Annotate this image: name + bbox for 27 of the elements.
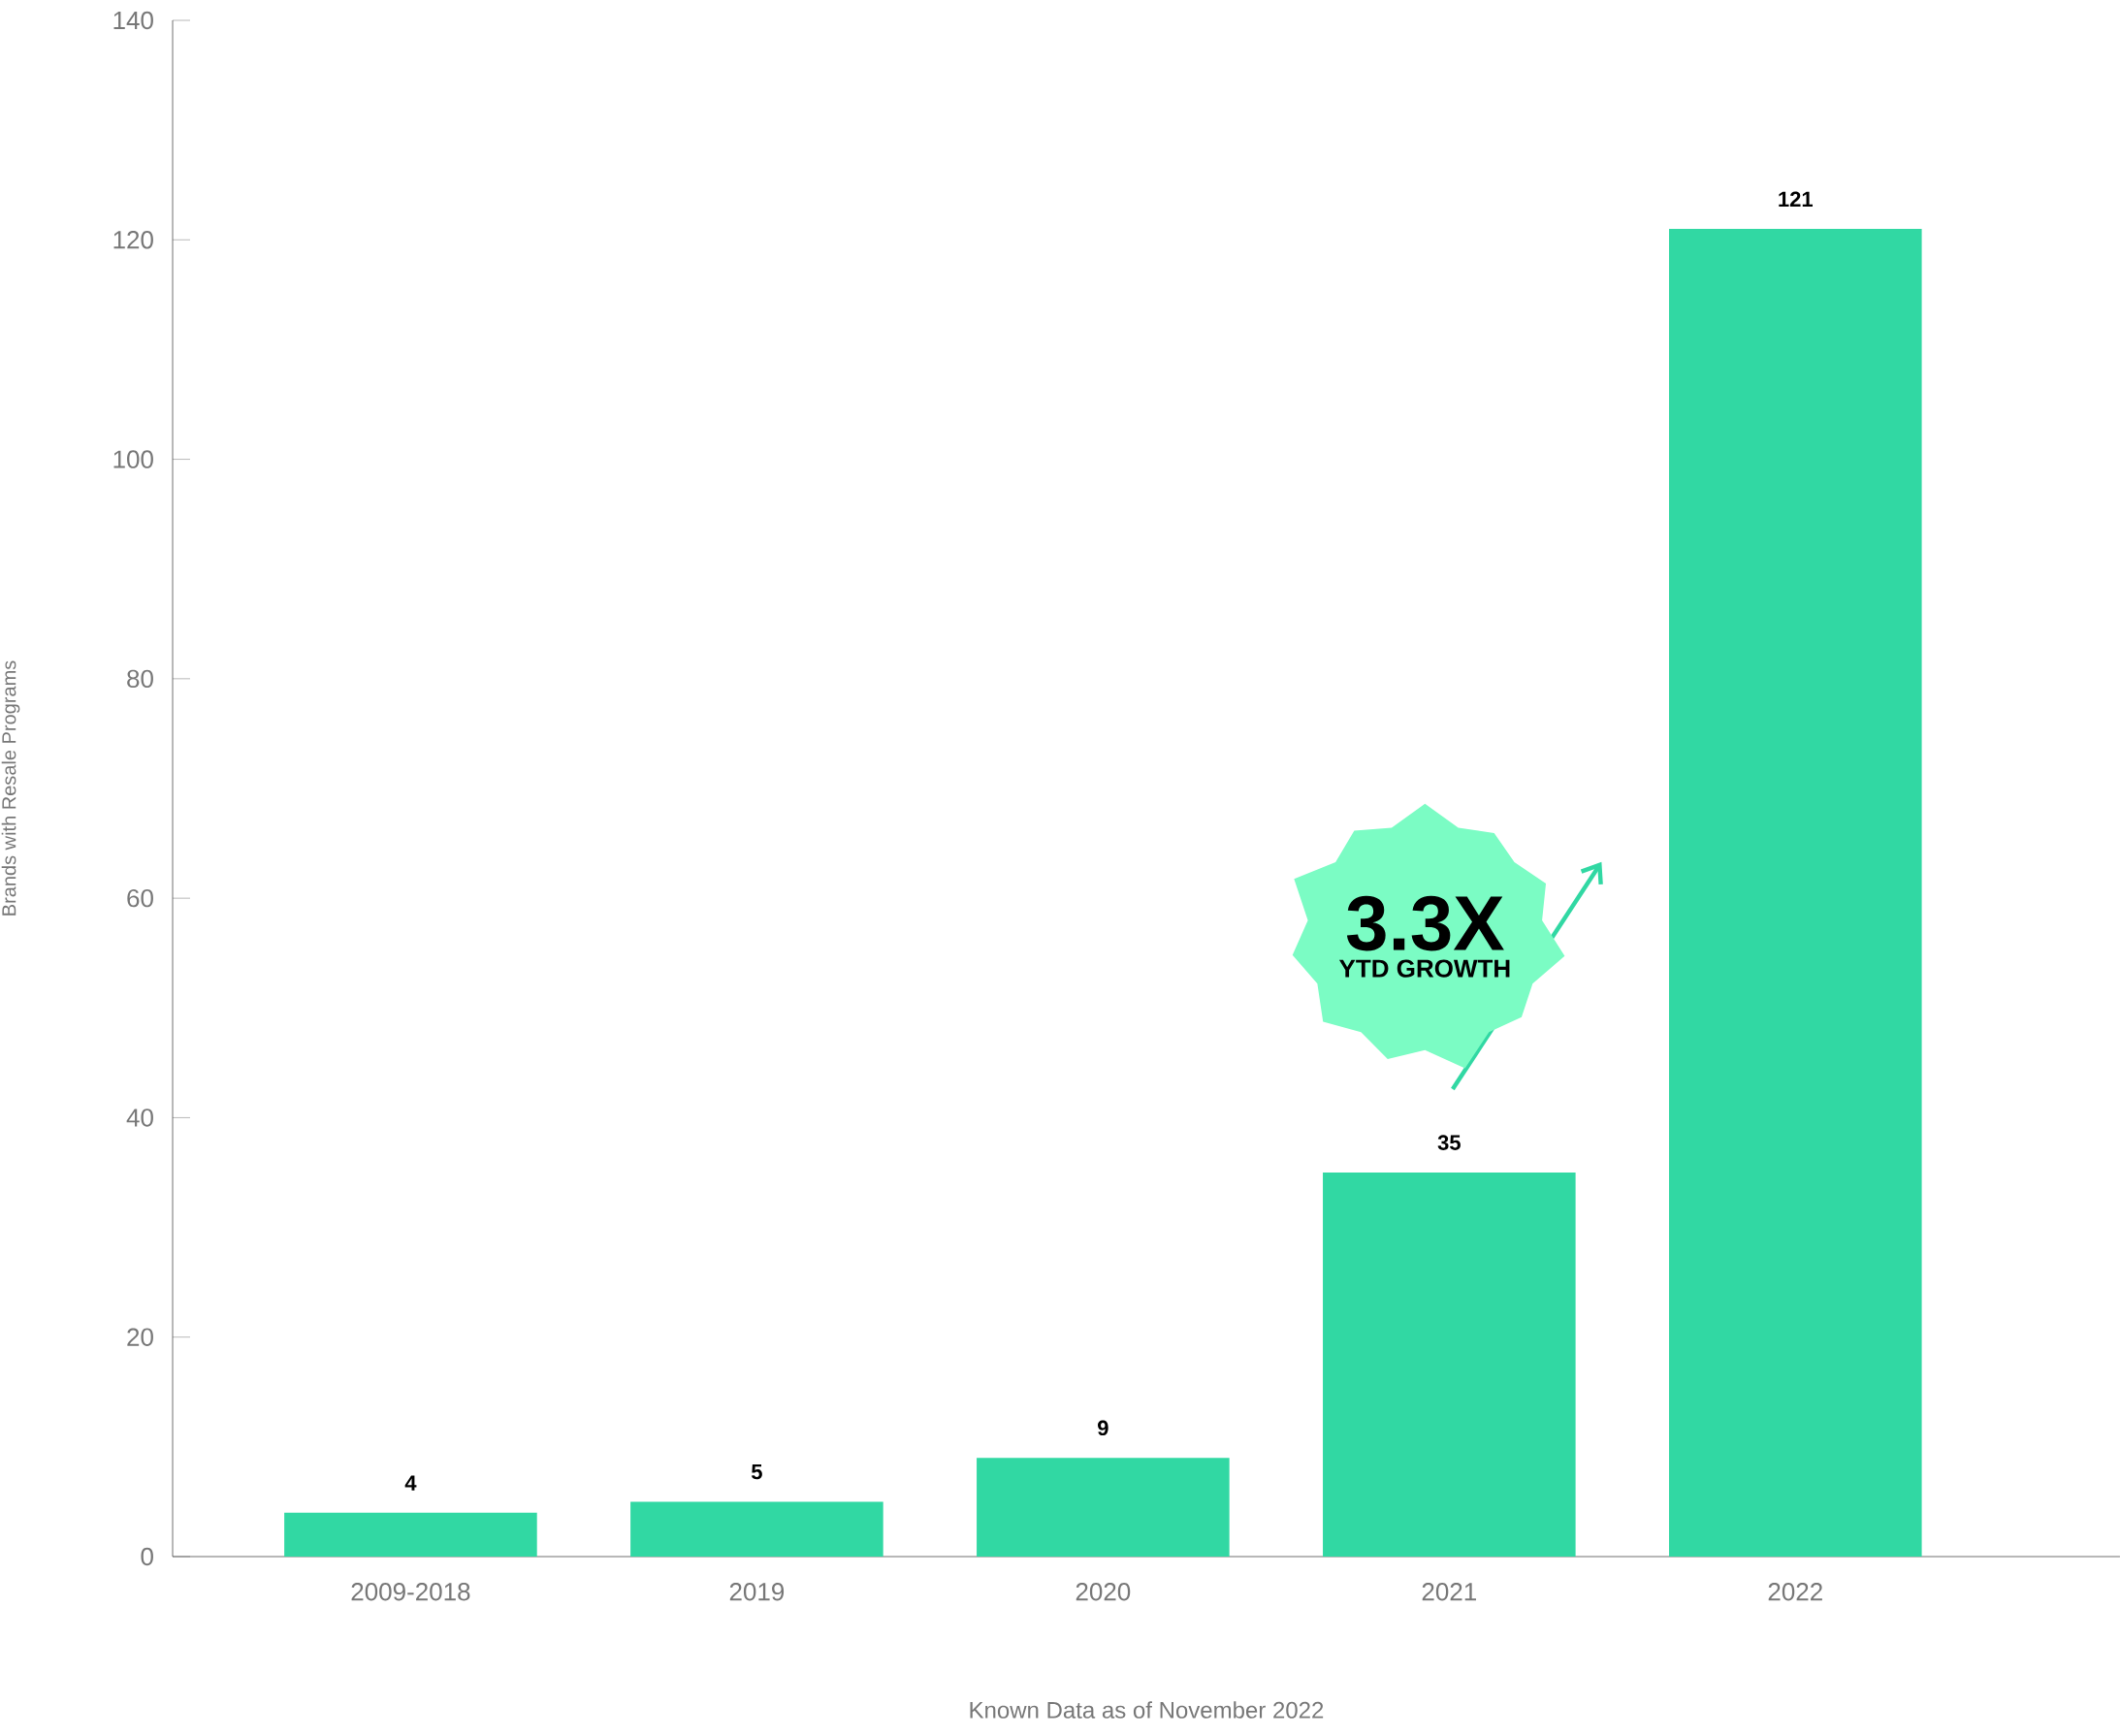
annotation: 3.3X [1346,895,1504,951]
y-tick-label: 80 [127,669,153,689]
data-label: 35 [1437,1135,1461,1150]
x-tick-label: 2021 [1422,1583,1476,1601]
bar [977,1458,1230,1558]
bar [284,1512,537,1558]
data-label: 5 [751,1464,762,1480]
y-tick-label: 100 [113,450,153,468]
x-tick-label: 2019 [729,1583,785,1601]
y-tick-label: 120 [113,231,153,249]
data-label: 121 [1779,191,1814,207]
x-tick-label: 2009-2018 [351,1583,470,1601]
bar [1669,228,1922,1558]
y-tick-label: 0 [141,1547,153,1566]
bar [1323,1173,1576,1558]
data-label: 4 [404,1475,417,1491]
data-label: 9 [1097,1420,1108,1436]
bar [630,1501,883,1558]
y-tick-label: 40 [126,1109,153,1127]
y-tick-label: 20 [127,1328,153,1346]
x-tick-label: 2022 [1768,1583,1822,1601]
y-axis-title: Brands with Resale Programs [1,660,20,916]
annotation: YTD GROWTH [1338,959,1510,978]
x-axis-title: Known Data as of November 2022 [970,1701,1324,1719]
y-tick-label: 60 [127,888,153,908]
x-tick-label: 2020 [1076,1583,1131,1601]
y-tick-label: 140 [113,11,153,30]
